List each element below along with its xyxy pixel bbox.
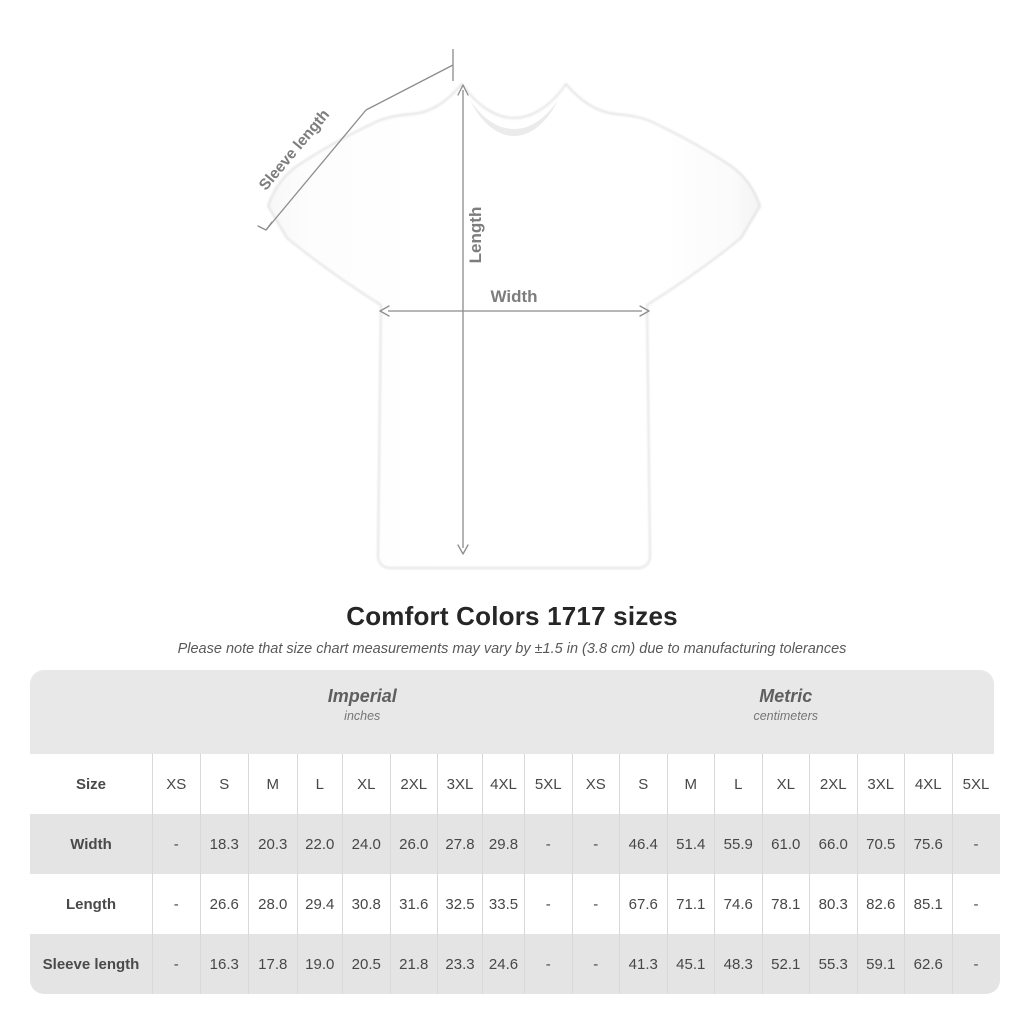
svg-text:Width: Width [490,287,537,306]
svg-text:Length: Length [466,207,485,264]
